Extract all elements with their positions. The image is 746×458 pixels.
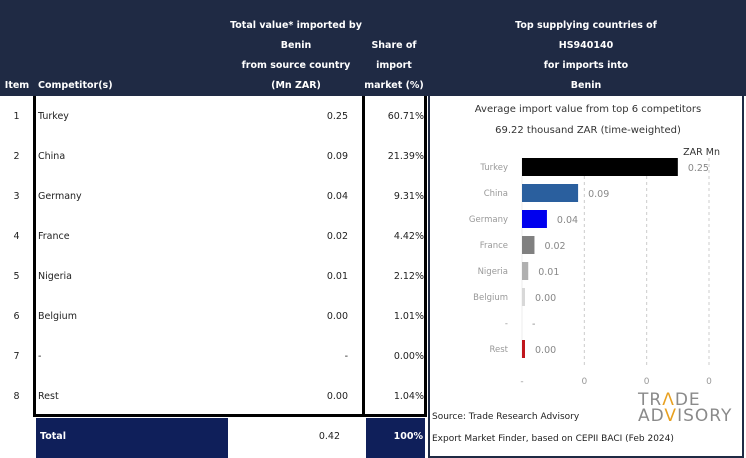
row-value: -: [344, 351, 348, 362]
header-share-line: market (%): [364, 80, 424, 91]
data-label: 0.04: [557, 215, 578, 226]
total-value: 0.42: [318, 431, 340, 442]
row-value: 0.09: [326, 151, 348, 162]
header-share: Share of import market (%): [362, 36, 426, 96]
data-label: 0.02: [544, 241, 565, 252]
row-share: 1.01%: [393, 311, 424, 322]
bar: [522, 184, 579, 202]
row-item: 3: [13, 191, 20, 202]
row-value: 0.01: [326, 271, 348, 282]
source-line: Export Market Finder, based on CEPII BAC…: [432, 434, 674, 444]
row-item: 1: [13, 111, 20, 122]
total-label: Total: [40, 431, 66, 442]
divider: [33, 414, 427, 417]
x-tick-label: 0: [644, 377, 650, 387]
data-label: 0.09: [588, 189, 609, 200]
bar: [522, 288, 525, 306]
category-label: Germany: [469, 215, 508, 225]
row-competitor: China: [38, 151, 66, 162]
bar-chart: - 0 0 0 ZAR Mn Turkey 0.25 China 0.09 Germany 0.04…: [469, 147, 720, 387]
category-label: Rest: [489, 345, 508, 355]
row-value: 0.04: [326, 191, 348, 202]
header-value: Total value* imported by Benin from sour…: [230, 16, 362, 96]
header-value-line: (Mn ZAR): [271, 80, 321, 91]
row-competitor: Turkey: [38, 111, 69, 122]
bar: [522, 210, 547, 228]
bar: [522, 262, 529, 280]
row-share: 9.31%: [393, 191, 424, 202]
category-label: China: [484, 189, 508, 199]
row-competitor: France: [38, 231, 70, 242]
category-label: Nigeria: [478, 267, 508, 277]
bar: [522, 158, 678, 176]
row-share: 0.00%: [393, 351, 424, 362]
row-share: 4.42%: [393, 231, 424, 242]
row-value: 0.00: [326, 311, 348, 322]
data-label: 0.00: [535, 345, 556, 356]
bar: [522, 236, 535, 254]
divider: [362, 96, 365, 416]
row-competitor: Rest: [38, 391, 59, 402]
data-label: 0.00: [535, 293, 556, 304]
header-value-line: Benin: [280, 40, 312, 51]
category-label: Turkey: [479, 163, 508, 173]
header-chart-line: HS940140: [558, 40, 614, 51]
row-competitor: -: [38, 351, 42, 362]
chart-subtitle: 69.22 thousand ZAR (time-weighted): [495, 125, 681, 136]
header-share-line: import: [376, 60, 412, 71]
header-value-line: Total value* imported by: [230, 20, 362, 31]
row-item: 4: [13, 231, 20, 242]
category-label: Belgium: [473, 293, 508, 303]
row-value: 0.00: [326, 391, 348, 402]
row-competitor: Nigeria: [38, 271, 72, 282]
header-chart-line: Top supplying countries of: [515, 20, 657, 31]
trade-advisory-logo: TRΛDE ADVISORY: [638, 390, 733, 426]
header-item: Item: [4, 80, 30, 91]
x-tick-label: 0: [581, 377, 587, 387]
divider: [33, 96, 36, 416]
row-share: 60.71%: [387, 111, 424, 122]
chart-panel: Average import value from top 6 competit…: [428, 96, 744, 458]
total-label-cell: [36, 418, 228, 458]
category-label: France: [480, 241, 508, 251]
header-chart-line: for imports into: [543, 60, 629, 71]
row-competitor: Germany: [38, 191, 82, 202]
row-item: 2: [13, 151, 20, 162]
header-share-line: Share of: [371, 40, 417, 51]
total-share-cell: [366, 418, 425, 458]
data-label: -: [532, 319, 535, 330]
table-header: [0, 0, 746, 96]
x-tick-label: 0: [706, 377, 712, 387]
header-competitor: Competitor(s): [38, 80, 113, 91]
unit-label: ZAR Mn: [683, 147, 720, 158]
source-line: Source: Trade Research Advisory: [432, 412, 580, 422]
row-item: 7: [13, 351, 20, 362]
header-chart-line: Benin: [570, 80, 602, 91]
data-label: 0.01: [538, 267, 559, 278]
row-value: 0.02: [326, 231, 348, 242]
header-chart: Top supplying countries of HS940140 for …: [428, 16, 744, 96]
category-label: -: [505, 319, 508, 329]
chart-title: Average import value from top 6 competit…: [474, 104, 702, 115]
row-value: 0.25: [326, 111, 348, 122]
row-item: 8: [13, 391, 20, 402]
row-item: 6: [13, 311, 20, 322]
bar: [522, 340, 525, 358]
row-share: 21.39%: [387, 151, 424, 162]
row-competitor: Belgium: [38, 311, 77, 322]
row-item: 5: [13, 271, 20, 282]
row-share: 1.04%: [393, 391, 424, 402]
header-value-line: from source country: [241, 60, 351, 71]
data-label: 0.25: [688, 163, 709, 174]
x-tick-label: -: [520, 377, 523, 387]
divider: [424, 96, 427, 416]
row-share: 2.12%: [393, 271, 424, 282]
total-share: 100%: [393, 431, 423, 442]
